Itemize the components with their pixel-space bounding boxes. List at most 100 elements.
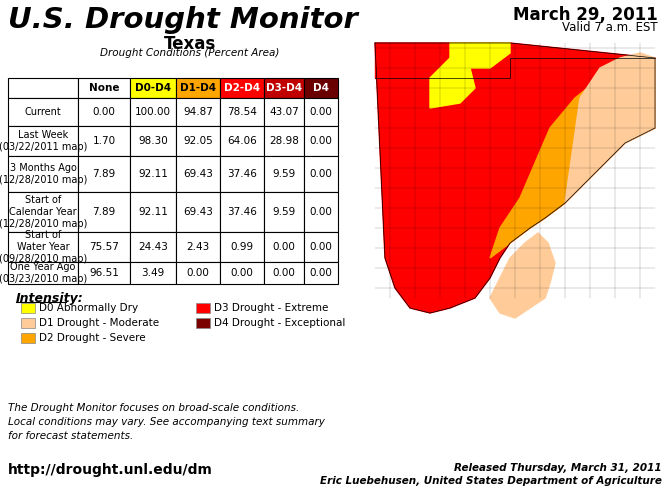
- Bar: [304, 98, 338, 126]
- Text: 0.00: 0.00: [310, 136, 332, 146]
- Text: Intensity:: Intensity:: [16, 292, 84, 305]
- Polygon shape: [375, 43, 445, 78]
- Bar: [220, 126, 264, 156]
- Text: 78.54: 78.54: [227, 107, 257, 117]
- Bar: [196, 303, 210, 313]
- Bar: [365, 38, 665, 453]
- Bar: [130, 98, 176, 126]
- Bar: [176, 192, 220, 232]
- Bar: [264, 192, 304, 232]
- Text: 3.49: 3.49: [141, 268, 165, 278]
- Bar: [78, 156, 130, 192]
- Bar: [21, 333, 35, 343]
- Bar: [78, 126, 130, 156]
- Text: Current: Current: [25, 107, 62, 117]
- Text: 0.00: 0.00: [186, 268, 210, 278]
- Text: 0.00: 0.00: [310, 169, 332, 179]
- Bar: [130, 262, 176, 284]
- Text: 64.06: 64.06: [227, 136, 257, 146]
- Bar: [78, 78, 130, 98]
- Bar: [304, 78, 338, 98]
- Text: 0.00: 0.00: [310, 107, 332, 117]
- Bar: [220, 156, 264, 192]
- Bar: [176, 156, 220, 192]
- Text: 98.30: 98.30: [138, 136, 168, 146]
- Text: Start of
Water Year
(09/28/2010 map): Start of Water Year (09/28/2010 map): [0, 230, 87, 264]
- Text: 2.43: 2.43: [186, 242, 210, 252]
- Bar: [8, 262, 78, 284]
- Bar: [264, 126, 304, 156]
- Bar: [8, 98, 78, 126]
- Bar: [78, 232, 130, 262]
- Text: Drought Conditions (Percent Area): Drought Conditions (Percent Area): [100, 48, 279, 58]
- Bar: [78, 192, 130, 232]
- Bar: [196, 318, 210, 328]
- Bar: [8, 78, 78, 98]
- Text: 0.00: 0.00: [310, 268, 332, 278]
- Bar: [8, 192, 78, 232]
- Text: 0.00: 0.00: [273, 242, 295, 252]
- Bar: [220, 98, 264, 126]
- Text: 43.07: 43.07: [269, 107, 299, 117]
- Bar: [8, 232, 78, 262]
- Text: 69.43: 69.43: [183, 207, 213, 217]
- Text: 96.51: 96.51: [89, 268, 119, 278]
- Text: 28.98: 28.98: [269, 136, 299, 146]
- Text: 92.11: 92.11: [138, 207, 168, 217]
- Text: 1.70: 1.70: [92, 136, 115, 146]
- Text: D4 Drought - Exceptional: D4 Drought - Exceptional: [214, 318, 345, 328]
- Bar: [21, 303, 35, 313]
- Text: D0-D4: D0-D4: [135, 83, 171, 93]
- Bar: [130, 78, 176, 98]
- Bar: [220, 192, 264, 232]
- Text: 92.05: 92.05: [183, 136, 213, 146]
- Text: 37.46: 37.46: [227, 169, 257, 179]
- Bar: [220, 262, 264, 284]
- Bar: [264, 156, 304, 192]
- Polygon shape: [490, 233, 555, 318]
- Text: 7.89: 7.89: [92, 169, 116, 179]
- Text: 0.00: 0.00: [230, 268, 253, 278]
- Text: Start of
Calendar Year
(12/28/2010 map): Start of Calendar Year (12/28/2010 map): [0, 195, 87, 230]
- Polygon shape: [490, 58, 655, 258]
- Text: 7.89: 7.89: [92, 207, 116, 217]
- Bar: [304, 192, 338, 232]
- Bar: [304, 126, 338, 156]
- Text: 0.00: 0.00: [310, 242, 332, 252]
- Bar: [264, 98, 304, 126]
- Bar: [130, 232, 176, 262]
- Bar: [220, 232, 264, 262]
- Bar: [78, 98, 130, 126]
- Text: Eric Luebehusen, United States Department of Agriculture: Eric Luebehusen, United States Departmen…: [320, 476, 662, 486]
- Polygon shape: [375, 43, 655, 313]
- Text: Valid 7 a.m. EST: Valid 7 a.m. EST: [562, 21, 658, 34]
- Bar: [220, 78, 264, 98]
- Text: http://drought.unl.edu/dm: http://drought.unl.edu/dm: [8, 463, 213, 477]
- Text: 75.57: 75.57: [89, 242, 119, 252]
- Text: D3-D4: D3-D4: [266, 83, 302, 93]
- Text: 92.11: 92.11: [138, 169, 168, 179]
- Bar: [176, 98, 220, 126]
- Bar: [304, 232, 338, 262]
- Bar: [176, 262, 220, 284]
- Text: None: None: [88, 83, 119, 93]
- Text: 9.59: 9.59: [273, 169, 295, 179]
- Text: 24.43: 24.43: [138, 242, 168, 252]
- Bar: [176, 232, 220, 262]
- Bar: [264, 232, 304, 262]
- Text: 37.46: 37.46: [227, 207, 257, 217]
- Text: 69.43: 69.43: [183, 169, 213, 179]
- Polygon shape: [450, 43, 510, 68]
- Text: March 29, 2011: March 29, 2011: [513, 6, 658, 24]
- Bar: [21, 318, 35, 328]
- Text: 0.00: 0.00: [92, 107, 115, 117]
- Bar: [130, 156, 176, 192]
- Text: D2 Drought - Severe: D2 Drought - Severe: [39, 333, 145, 343]
- Bar: [130, 126, 176, 156]
- Bar: [304, 262, 338, 284]
- Text: 0.99: 0.99: [230, 242, 253, 252]
- Text: 3 Months Ago
(12/28/2010 map): 3 Months Ago (12/28/2010 map): [0, 163, 87, 185]
- Text: 9.59: 9.59: [273, 207, 295, 217]
- Text: Last Week
(03/22/2011 map): Last Week (03/22/2011 map): [0, 130, 87, 152]
- Text: Texas: Texas: [164, 35, 216, 53]
